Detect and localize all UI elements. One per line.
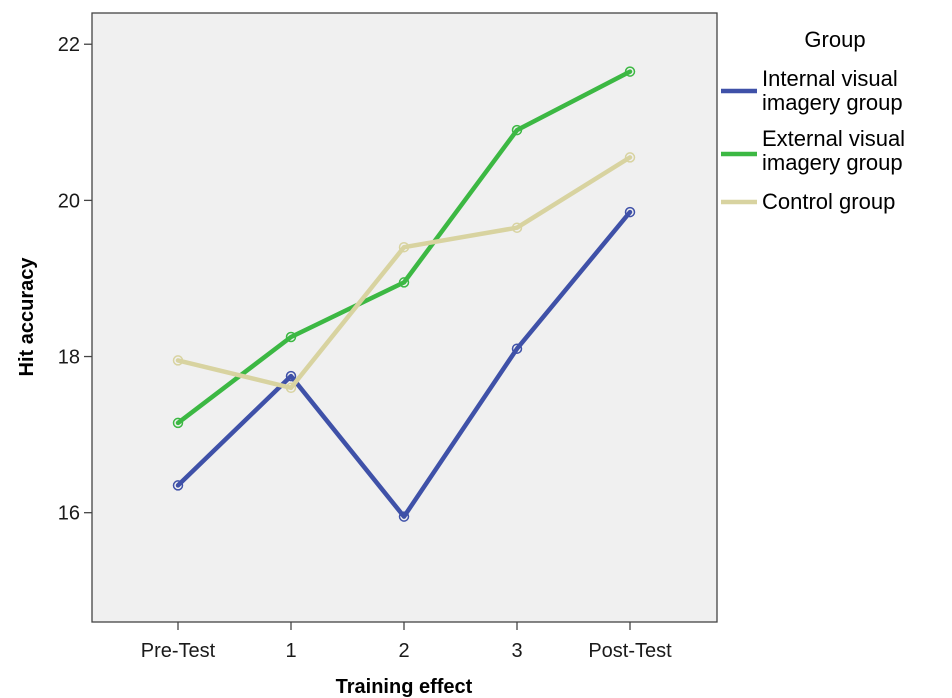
data-point xyxy=(172,480,184,491)
chart-marks xyxy=(172,66,636,522)
data-point xyxy=(511,343,523,354)
data-point xyxy=(172,417,184,429)
data-point xyxy=(511,124,523,136)
legend-label: imagery group xyxy=(762,150,903,175)
legend-label: Control group xyxy=(762,189,895,214)
legend-label: External visual xyxy=(762,126,905,151)
y-tick-label: 20 xyxy=(58,190,80,212)
data-point xyxy=(398,511,410,522)
legend-label: imagery group xyxy=(762,90,903,115)
y-tick-label: 22 xyxy=(58,34,80,56)
plot-area xyxy=(91,12,718,623)
x-tick-label: Pre-Test xyxy=(141,640,216,662)
data-point xyxy=(624,66,636,77)
x-axis-title: Training effect xyxy=(336,676,473,698)
legend-title: Group xyxy=(804,27,865,52)
x-tick-label: 1 xyxy=(285,640,296,662)
y-axis-title: Hit accuracy xyxy=(16,257,38,377)
data-point xyxy=(285,370,297,382)
series-line xyxy=(175,209,633,519)
data-point xyxy=(398,241,410,253)
y-tick-label: 16 xyxy=(58,503,80,525)
y-tick-label: 18 xyxy=(58,347,80,369)
x-tick-label: Post-Test xyxy=(588,640,672,662)
data-point xyxy=(172,355,184,366)
x-tick-label: 2 xyxy=(398,640,409,662)
x-tick-label: 3 xyxy=(511,640,522,662)
series-line xyxy=(175,69,633,426)
x-axis: Pre-Test 1 2 3 Post-Test xyxy=(141,622,672,662)
data-point xyxy=(285,331,297,343)
data-point xyxy=(624,206,636,218)
legend-label: Internal visual xyxy=(762,66,898,91)
data-point xyxy=(285,382,297,394)
data-point xyxy=(511,222,523,233)
series-line xyxy=(175,155,633,391)
y-axis: 16 18 20 22 xyxy=(58,34,92,525)
data-point xyxy=(624,152,636,163)
data-point xyxy=(398,277,410,288)
